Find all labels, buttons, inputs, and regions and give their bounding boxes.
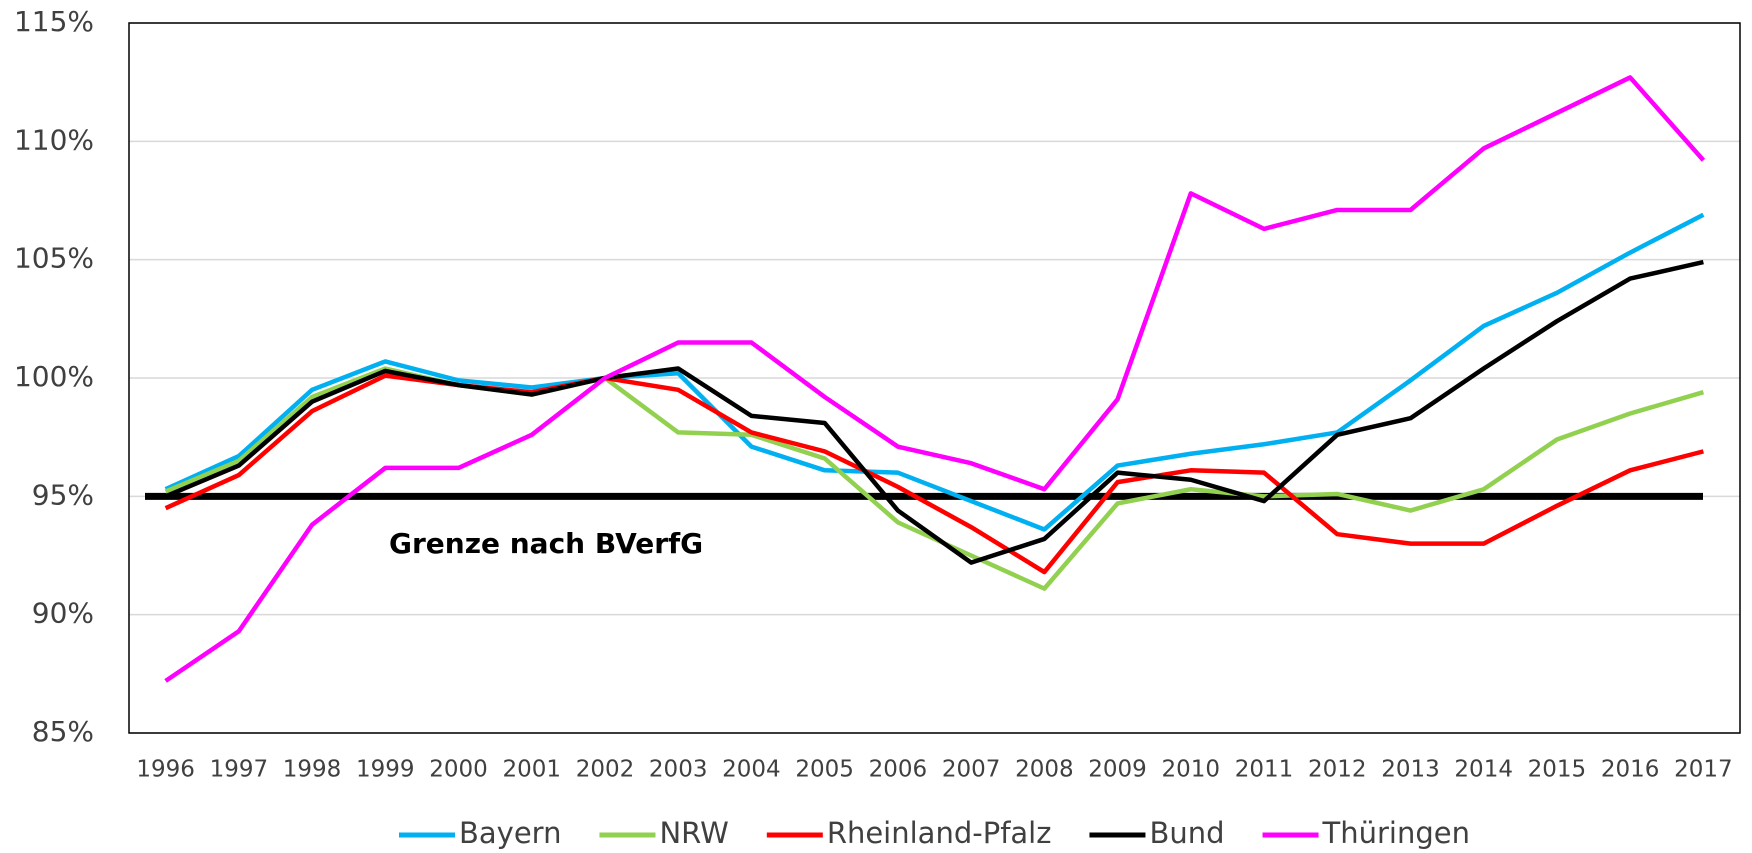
x-tick-label: 2015 (1528, 757, 1587, 783)
x-tick-label: 2010 (1162, 757, 1221, 783)
series-line (164, 212, 1705, 532)
y-tick-label: 90% (32, 597, 94, 630)
x-tick-label: 2000 (429, 757, 488, 783)
y-tick-label: 95% (32, 478, 94, 511)
legend-label: Bayern (459, 816, 561, 850)
x-tick-label: 2012 (1308, 757, 1367, 783)
y-tick-label: 85% (32, 715, 94, 748)
x-tick-label: 2007 (942, 757, 1001, 783)
series-line (164, 259, 1704, 565)
legend-label: NRW (659, 816, 728, 850)
x-tick-label: 2017 (1674, 757, 1733, 783)
y-tick-label: 105% (14, 242, 94, 275)
plot-border (128, 22, 1741, 734)
x-tick-label: 2014 (1454, 757, 1513, 783)
y-tick-label: 100% (14, 360, 94, 393)
series-line (164, 373, 1704, 575)
x-tick-label: 1998 (283, 757, 342, 783)
x-tick-label: 2011 (1235, 757, 1294, 783)
x-tick-label: 2002 (576, 757, 635, 783)
y-tick-label: 110% (14, 123, 94, 156)
x-tick-label: 2016 (1601, 757, 1660, 783)
x-tick-label: 1996 (136, 757, 195, 783)
x-tick-label: 2005 (795, 757, 854, 783)
x-tick-label: 2003 (649, 757, 708, 783)
x-tick-label: 2008 (1015, 757, 1074, 783)
x-tick-label: 2004 (722, 757, 781, 783)
x-tick-label: 2009 (1088, 757, 1147, 783)
series-line (164, 75, 1706, 683)
legend-label: Rheinland-Pfalz (827, 816, 1052, 850)
y-tick-label: 115% (14, 5, 94, 38)
x-tick-label: 1999 (356, 757, 415, 783)
legend-label: Bund (1149, 816, 1224, 850)
reference-label: Grenze nach BVerfG (389, 527, 703, 560)
x-tick-label: 2013 (1381, 757, 1440, 783)
x-tick-label: 2006 (869, 757, 928, 783)
legend-label: Thüringen (1322, 816, 1470, 850)
x-tick-label: 1997 (210, 757, 269, 783)
x-tick-label: 2001 (502, 757, 561, 783)
